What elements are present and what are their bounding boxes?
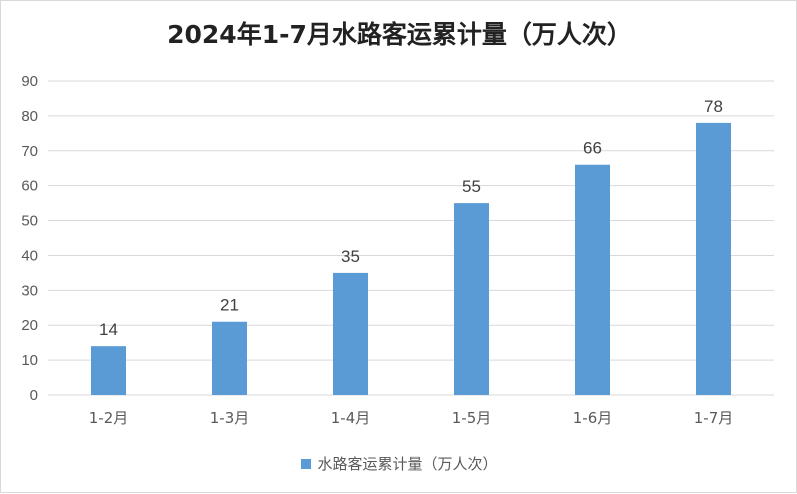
y-tick-label: 60 xyxy=(21,178,38,195)
legend: 水路客运累计量（万人次） xyxy=(1,453,797,474)
data-label: 55 xyxy=(462,177,481,196)
bar xyxy=(454,203,489,395)
legend-label: 水路客运累计量（万人次） xyxy=(317,455,498,473)
data-labels: 14 21 35 55 66 78 xyxy=(99,97,723,339)
x-tick-label: 1-4月 xyxy=(331,409,371,427)
legend-swatch xyxy=(301,458,312,469)
bar xyxy=(212,321,247,395)
y-tick-label: 70 xyxy=(21,143,38,160)
bar xyxy=(91,346,126,395)
data-label: 66 xyxy=(583,139,602,158)
x-axis-ticks: 1-2月 1-3月 1-4月 1-5月 1-6月 1-7月 xyxy=(89,409,734,427)
y-tick-label: 20 xyxy=(21,317,38,334)
y-tick-label: 0 xyxy=(30,387,38,404)
gridlines xyxy=(48,80,774,396)
y-tick-label: 50 xyxy=(21,213,38,230)
x-tick-label: 1-2月 xyxy=(89,409,129,427)
data-label: 14 xyxy=(99,320,118,339)
y-axis-ticks: 0 10 20 30 40 50 60 70 80 90 xyxy=(21,73,38,404)
data-label: 21 xyxy=(220,296,239,315)
x-tick-label: 1-6月 xyxy=(573,409,613,427)
bar xyxy=(333,272,368,395)
x-tick-label: 1-7月 xyxy=(694,409,734,427)
y-tick-label: 30 xyxy=(21,282,38,299)
y-tick-label: 80 xyxy=(21,108,38,125)
bars xyxy=(91,122,731,395)
chart-title: 2024年1-7月水路客运累计量（万人次） xyxy=(167,20,632,49)
data-label: 35 xyxy=(341,247,360,266)
x-tick-label: 1-3月 xyxy=(210,409,250,427)
data-label: 78 xyxy=(704,97,723,116)
bar xyxy=(696,122,731,395)
y-tick-label: 40 xyxy=(21,247,38,264)
bar xyxy=(575,164,610,395)
y-tick-label: 10 xyxy=(21,352,38,369)
y-tick-label: 90 xyxy=(21,73,38,90)
x-tick-label: 1-5月 xyxy=(452,409,492,427)
